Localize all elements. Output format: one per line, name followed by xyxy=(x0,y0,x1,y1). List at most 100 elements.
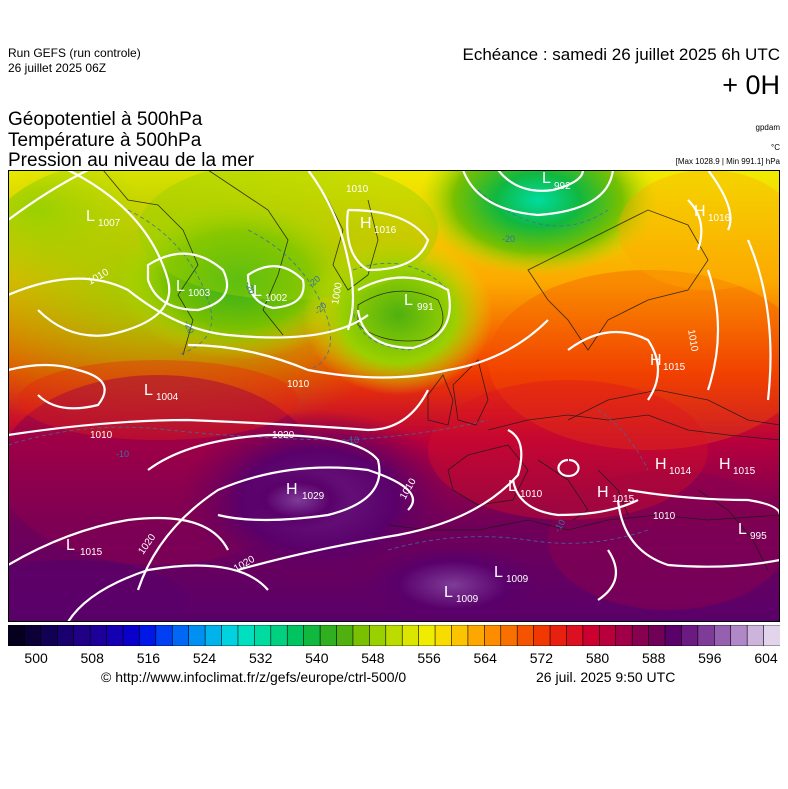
colorbar-swatch xyxy=(566,625,584,646)
colorbar-swatch xyxy=(648,625,666,646)
pressure-system-letter: L xyxy=(738,521,747,538)
colorbar-swatch xyxy=(533,625,551,646)
temperature-label: -20 xyxy=(502,234,515,244)
colorbar-tick-label: 548 xyxy=(361,650,385,666)
isobar-label: 1010 xyxy=(90,430,113,441)
temperature-label: -10 xyxy=(346,435,359,445)
pressure-system-value: 1009 xyxy=(456,594,479,605)
geopotential-unit: gpdam xyxy=(755,123,780,132)
colorbar-tick-label: 596 xyxy=(698,650,722,666)
weather-map: 1010 1010 1010 1000 1020 1020 1020 1010 … xyxy=(8,170,780,622)
colorbar-swatch xyxy=(254,625,272,646)
valid-time: Echéance : samedi 26 juillet 2025 6h UTC xyxy=(462,45,780,64)
colorbar-tick-label: 540 xyxy=(305,650,329,666)
colorbar-swatch xyxy=(451,625,469,646)
pressure-system-value: 1003 xyxy=(188,288,211,299)
pressure-system-letter: L xyxy=(404,292,413,309)
pressure-system-value: 1009 xyxy=(506,574,529,585)
colorbar-swatch xyxy=(697,625,715,646)
colorbar-swatch xyxy=(139,625,157,646)
layer-temperature-label: Température à 500hPa xyxy=(8,130,202,151)
colorbar-swatch xyxy=(303,625,321,646)
lead-time: + 0H xyxy=(722,70,780,100)
pressure-system-value: 1004 xyxy=(156,392,179,403)
colorbar-swatch xyxy=(549,625,568,646)
colorbar-swatch xyxy=(286,625,305,646)
pressure-system-letter: L xyxy=(542,170,551,187)
colorbar-swatch xyxy=(270,625,288,646)
colorbar-swatch xyxy=(106,625,124,646)
colorbar-tick-label: 532 xyxy=(249,650,273,666)
colorbar-swatch xyxy=(89,625,108,646)
pressure-system-value: 1029 xyxy=(302,491,325,502)
pressure-system-letter: L xyxy=(494,564,503,581)
pressure-system-value: 995 xyxy=(750,531,767,542)
isobar-label: 1000 xyxy=(330,281,345,305)
pressure-system-letter: H xyxy=(597,484,609,501)
colorbar-swatch xyxy=(713,625,732,646)
isobar-label: 1010 xyxy=(685,329,700,353)
colorbar-tick-label: 556 xyxy=(417,650,441,666)
temperature-unit: °C xyxy=(771,143,780,152)
source-credit: © http://www.infoclimat.fr/z/gefs/europe… xyxy=(101,669,407,685)
pressure-system-letter: L xyxy=(508,478,517,495)
colorbar-swatch xyxy=(171,625,190,646)
pressure-system-letter: L xyxy=(176,278,185,295)
colorbar-tick-label: 508 xyxy=(80,650,104,666)
temperature-label: -20 xyxy=(182,319,196,335)
colorbar-swatch xyxy=(73,625,91,646)
render-timestamp: 26 juil. 2025 9:50 UTC xyxy=(536,669,676,685)
colorbar-swatch xyxy=(746,625,765,646)
colorbar-swatch xyxy=(369,625,387,646)
layer-geopotential-label: Géopotentiel à 500hPa xyxy=(8,109,203,130)
colorbar-swatch xyxy=(401,625,420,646)
colorbar-swatch xyxy=(24,625,42,646)
pressure-system-letter: L xyxy=(66,537,75,554)
pressure-system-letter: H xyxy=(694,203,706,220)
pressure-range: [Max 1028.9 | Min 991.1] hPa xyxy=(675,157,780,166)
colorbar-swatch xyxy=(336,625,354,646)
colorbar-swatch xyxy=(631,625,650,646)
isobar-label: 1010 xyxy=(653,511,676,522)
colorbar-swatch xyxy=(467,625,486,646)
isobar-label: 1010 xyxy=(287,379,310,390)
colorbar-swatch xyxy=(8,625,26,646)
pressure-system-letter: H xyxy=(655,456,667,473)
pressure-system-value: 1002 xyxy=(265,293,288,304)
colorbar-swatch xyxy=(188,625,206,646)
colorbar-tick-label: 516 xyxy=(136,650,161,666)
colorbar-swatch xyxy=(237,625,256,646)
colorbar-swatch xyxy=(664,625,683,646)
pressure-system-value: 992 xyxy=(554,181,571,192)
temperature-label: -10 xyxy=(116,449,129,459)
pressure-system-value: 1015 xyxy=(80,547,103,558)
pressure-system-value: 1007 xyxy=(98,218,121,229)
pressure-system-value: 1016 xyxy=(374,225,397,236)
colorbar-swatch xyxy=(319,625,338,646)
colorbar-tick-label: 524 xyxy=(192,650,217,666)
pressure-system-letter: H xyxy=(719,456,731,473)
colorbar-tick-label: 564 xyxy=(473,650,497,666)
run-name: Run GEFS (run controle) xyxy=(8,46,141,60)
colorbar-swatch xyxy=(204,625,223,646)
pressure-system-letter: H xyxy=(360,215,372,232)
colorbar-swatch xyxy=(352,625,371,646)
colorbar-swatch xyxy=(582,625,601,646)
colorbar-swatch xyxy=(500,625,518,646)
pressure-system-letter: L xyxy=(86,208,95,225)
colorbar-swatch xyxy=(484,625,502,646)
pressure-system-letter: L xyxy=(444,584,453,601)
colorbar-swatch xyxy=(730,625,748,646)
isobar-label: 1010 xyxy=(346,184,369,195)
colorbar-tick-label: 572 xyxy=(529,650,554,666)
colorbar-tick-label: 588 xyxy=(642,650,666,666)
temperature-label: -20 xyxy=(243,280,257,296)
colorbar-swatch xyxy=(763,625,780,646)
layer-pressure-label: Pression au niveau de la mer xyxy=(8,150,255,171)
colorbar-swatch xyxy=(221,625,239,646)
pressure-system-value: 1015 xyxy=(663,362,686,373)
run-date: 26 juillet 2025 06Z xyxy=(8,61,107,75)
colorbar-swatch xyxy=(155,625,173,646)
colorbar-swatch xyxy=(516,625,535,646)
colorbar-tick-label: 580 xyxy=(585,650,610,666)
